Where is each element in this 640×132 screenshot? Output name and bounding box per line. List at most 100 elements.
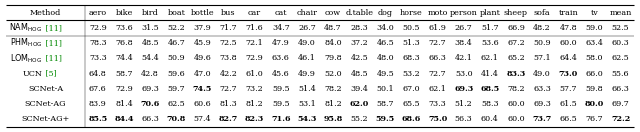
Text: 51.7: 51.7 [481,24,499,32]
Text: 51.2: 51.2 [455,100,472,108]
Text: chair: chair [296,9,317,17]
Text: 78.3: 78.3 [89,39,107,47]
Text: [11]: [11] [43,39,62,47]
Text: sheep: sheep [504,9,528,17]
Text: 53.1: 53.1 [298,100,316,108]
Text: 58.0: 58.0 [586,54,603,62]
Text: 81.2: 81.2 [246,100,264,108]
Text: 31.5: 31.5 [141,24,159,32]
Text: 59.6: 59.6 [168,70,185,78]
Text: 46.1: 46.1 [298,54,316,62]
Text: 71.6: 71.6 [246,24,264,32]
Text: 65.2: 65.2 [507,54,525,62]
Text: bus: bus [221,9,236,17]
Text: cow: cow [325,9,341,17]
Text: dog: dog [378,9,393,17]
Text: 72.1: 72.1 [246,39,264,47]
Text: 60.0: 60.0 [559,39,577,47]
Text: 69.3: 69.3 [533,100,551,108]
Text: 47.8: 47.8 [559,24,577,32]
Text: 72.7: 72.7 [429,70,447,78]
Text: 46.7: 46.7 [168,39,185,47]
Text: cat: cat [275,9,287,17]
Text: 53.0: 53.0 [455,70,472,78]
Text: 62.1: 62.1 [429,85,447,93]
Text: SCNet-AG: SCNet-AG [25,100,67,108]
Text: 57.1: 57.1 [533,54,551,62]
Text: 42.1: 42.1 [455,54,473,62]
Text: 76.7: 76.7 [586,115,604,123]
Text: 37.2: 37.2 [350,39,368,47]
Text: 60.4: 60.4 [481,115,499,123]
Text: 73.0: 73.0 [559,70,578,78]
Text: 49.0: 49.0 [533,70,551,78]
Text: 65.5: 65.5 [403,100,420,108]
Text: 72.9: 72.9 [89,24,107,32]
Text: 52.0: 52.0 [324,70,342,78]
Text: 48.2: 48.2 [533,24,551,32]
Text: 81.2: 81.2 [324,100,342,108]
Text: 51.3: 51.3 [403,39,420,47]
Text: 49.0: 49.0 [298,39,316,47]
Text: 71.7: 71.7 [220,24,237,32]
Text: 66.3: 66.3 [141,115,159,123]
Text: 60.0: 60.0 [507,100,525,108]
Text: 41.4: 41.4 [481,70,499,78]
Text: 54.4: 54.4 [141,54,159,62]
Text: 63.6: 63.6 [272,54,290,62]
Text: boat: boat [167,9,185,17]
Text: 49.6: 49.6 [193,54,211,62]
Text: 50.1: 50.1 [376,85,394,93]
Text: 74.5: 74.5 [193,85,212,93]
Text: 64.4: 64.4 [559,54,577,62]
Text: 48.7: 48.7 [324,24,342,32]
Text: 67.2: 67.2 [507,39,525,47]
Text: 48.0: 48.0 [376,54,394,62]
Text: 48.5: 48.5 [141,39,159,47]
Text: 45.9: 45.9 [193,39,211,47]
Text: 60.6: 60.6 [193,100,211,108]
Text: 51.4: 51.4 [298,85,316,93]
Text: 78.2: 78.2 [507,85,525,93]
Text: 26.7: 26.7 [298,24,316,32]
Text: 38.4: 38.4 [455,39,472,47]
Text: 58.7: 58.7 [115,70,132,78]
Text: SCNet-A: SCNet-A [28,85,63,93]
Text: SCNet-AG+: SCNet-AG+ [22,115,70,123]
Text: 69.7: 69.7 [612,100,629,108]
Text: [11]: [11] [43,54,62,62]
Text: $\mathrm{PHM}_{\mathrm{HOG}}$: $\mathrm{PHM}_{\mathrm{HOG}}$ [10,37,42,50]
Text: mean: mean [609,9,632,17]
Text: 48.5: 48.5 [350,70,368,78]
Text: 66.0: 66.0 [586,70,604,78]
Text: 67.0: 67.0 [403,85,420,93]
Text: 67.6: 67.6 [89,85,107,93]
Text: 62.5: 62.5 [168,100,185,108]
Text: 62.5: 62.5 [612,54,629,62]
Text: 70.8: 70.8 [166,115,186,123]
Text: person: person [450,9,477,17]
Text: 53.2: 53.2 [403,70,420,78]
Text: horse: horse [400,9,423,17]
Text: 50.9: 50.9 [533,39,551,47]
Text: 72.2: 72.2 [611,115,630,123]
Text: 73.3: 73.3 [89,54,107,62]
Text: 59.5: 59.5 [272,100,290,108]
Text: 59.8: 59.8 [586,85,604,93]
Text: 52.5: 52.5 [612,24,629,32]
Text: tv: tv [591,9,598,17]
Text: 64.8: 64.8 [89,70,107,78]
Text: [11]: [11] [43,24,62,32]
Text: 73.8: 73.8 [220,54,237,62]
Text: 82.3: 82.3 [245,115,264,123]
Text: 72.7: 72.7 [220,85,237,93]
Text: 60.0: 60.0 [507,115,525,123]
Text: $\mathrm{LOM}_{\mathrm{HOG}}$: $\mathrm{LOM}_{\mathrm{HOG}}$ [10,52,42,65]
Text: 55.2: 55.2 [350,115,368,123]
Text: bird: bird [141,9,159,17]
Text: 83.9: 83.9 [89,100,107,108]
Text: aero: aero [89,9,107,17]
Text: 42.5: 42.5 [350,54,368,62]
Text: 66.5: 66.5 [559,115,577,123]
Text: Method: Method [30,9,61,17]
